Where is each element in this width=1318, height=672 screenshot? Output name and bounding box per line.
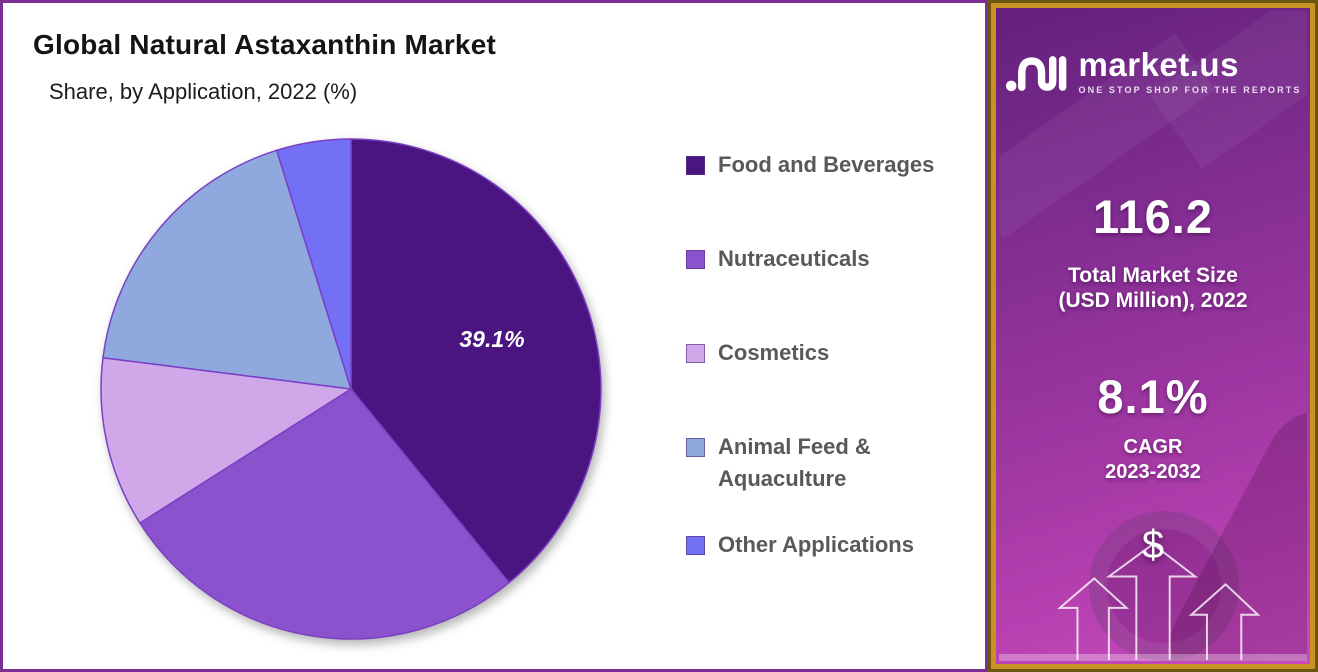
page-title: Global Natural Astaxanthin Market	[33, 29, 496, 60]
sidebar-background: market.us ONE STOP SHOP FOR THE REPORTS …	[999, 11, 1307, 661]
cagr-value: 8.1%	[1097, 370, 1209, 423]
legend-swatch	[686, 156, 705, 175]
legend-swatch	[686, 250, 705, 269]
pie-slice-1	[350, 138, 602, 584]
market-size-label-line1: Total Market Size	[1068, 264, 1238, 287]
growth-arrows-icon	[1057, 543, 1261, 660]
legend-swatch	[686, 536, 705, 555]
legend-swatch	[686, 344, 705, 363]
pie-slice-4	[102, 149, 353, 390]
legend-item-3: Cosmetics	[686, 337, 978, 369]
pie-slice-2	[138, 388, 511, 640]
legend-label: Nutraceuticals	[718, 246, 870, 271]
legend: Food and Beverages Nutraceuticals Cosmetic…	[686, 149, 978, 623]
pie-chart-container: 39.1%	[91, 129, 611, 649]
sidebar: market.us ONE STOP SHOP FOR THE REPORTS …	[988, 0, 1318, 672]
cagr-label-line2: 2023-2032	[1105, 461, 1201, 483]
legend-item-4: Animal Feed & Aquaculture	[686, 431, 978, 495]
legend-label: Other Applications	[718, 532, 914, 557]
pie-chart: 39.1%	[100, 138, 602, 640]
legend-label: Animal Feed & Aquaculture	[718, 434, 871, 491]
brand-name: market.us	[1078, 45, 1239, 83]
legend-label: Cosmetics	[718, 340, 830, 365]
market-size-value: 116.2	[1092, 190, 1214, 243]
market-size-label-line2: (USD Million), 2022	[1058, 289, 1248, 312]
brand-tagline: ONE STOP SHOP FOR THE REPORTS	[1078, 84, 1302, 95]
pie-slice-5	[275, 138, 352, 390]
market-us-logo-icon	[1005, 56, 1066, 92]
legend-item-1: Food and Beverages	[686, 149, 978, 181]
pie-slice-3	[100, 356, 354, 525]
legend-swatch	[686, 438, 705, 457]
market-size-label: Total Market Size (USD Million), 2022	[999, 263, 1307, 313]
legend-label: Food and Beverages	[718, 152, 935, 177]
legend-item-2: Nutraceuticals	[686, 243, 978, 275]
chart-panel: Global Natural Astaxanthin Market Share,…	[0, 0, 988, 672]
cagr-label: CAGR 2023-2032	[999, 435, 1307, 485]
page-subtitle: Share, by Application, 2022 (%)	[49, 79, 358, 104]
pie-data-label: 39.1%	[459, 326, 524, 352]
brand-logo: market.us ONE STOP SHOP FOR THE REPORTS	[999, 45, 1307, 97]
legend-item-5: Other Applications	[686, 529, 978, 561]
cagr-label-line1: CAGR	[1123, 436, 1183, 458]
